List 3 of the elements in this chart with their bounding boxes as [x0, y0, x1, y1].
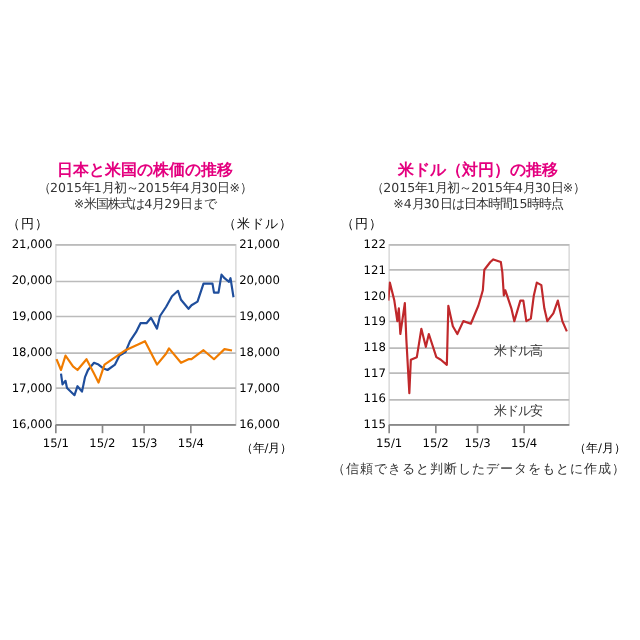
- line-series: [55, 340, 234, 384]
- line-series: [59, 273, 235, 397]
- line-series: [388, 258, 568, 395]
